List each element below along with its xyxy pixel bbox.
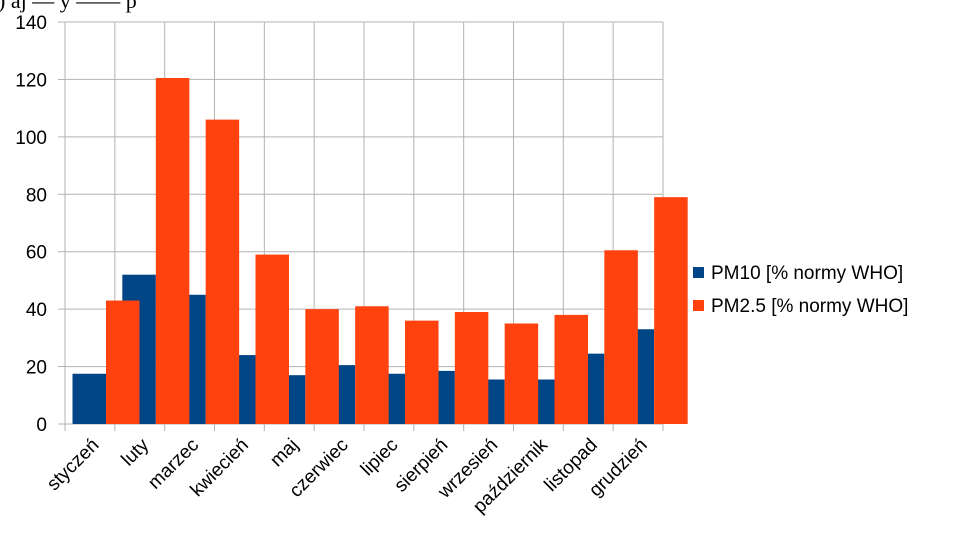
bar-pm25-4 [305,309,339,424]
bar-pm25-5 [355,306,389,424]
legend-label-0: PM10 [% normy WHO] [711,263,903,284]
bar-pm25-3 [255,254,289,424]
x-tick-label: luty [118,434,154,470]
bar-pm25-0 [106,300,140,424]
x-tick-label: styczeń [43,435,103,495]
legend: PM10 [% normy WHO] PM2.5 [% normy WHO] [693,263,908,317]
y-axis-ticks: 0 20 40 60 80 100 120 140 [15,13,47,436]
x-tick-label: lipiec [357,435,402,480]
y-tick-label: 80 [26,185,47,206]
bar-pm25-10 [604,250,638,424]
legend-label-1: PM2.5 [% normy WHO] [711,296,908,317]
bar-pm25-11 [654,197,688,424]
axes [58,21,664,431]
bar-pm10-0 [72,373,106,424]
y-tick-label: 0 [36,415,47,436]
y-tick-label: 120 [15,70,47,91]
bar-pm25-1 [155,77,190,424]
y-tick-label: 40 [26,300,47,321]
y-tick-label: 140 [15,13,47,34]
legend-swatch-1 [693,300,704,311]
y-tick-label: 20 [26,358,47,379]
bar-pm25-7 [454,312,489,424]
cropped-caption-text: ) aj — y —— p [0,0,137,13]
bar-pm25-6 [405,320,439,424]
y-tick-label: 60 [26,243,47,264]
legend-swatch-0 [693,267,704,278]
bars [72,77,688,424]
bar-pm25-9 [554,314,588,424]
bar-pm25-8 [504,323,539,424]
x-tick-label: maj [266,435,303,472]
y-tick-label: 100 [15,128,47,149]
bar-pm25-2 [205,119,240,424]
